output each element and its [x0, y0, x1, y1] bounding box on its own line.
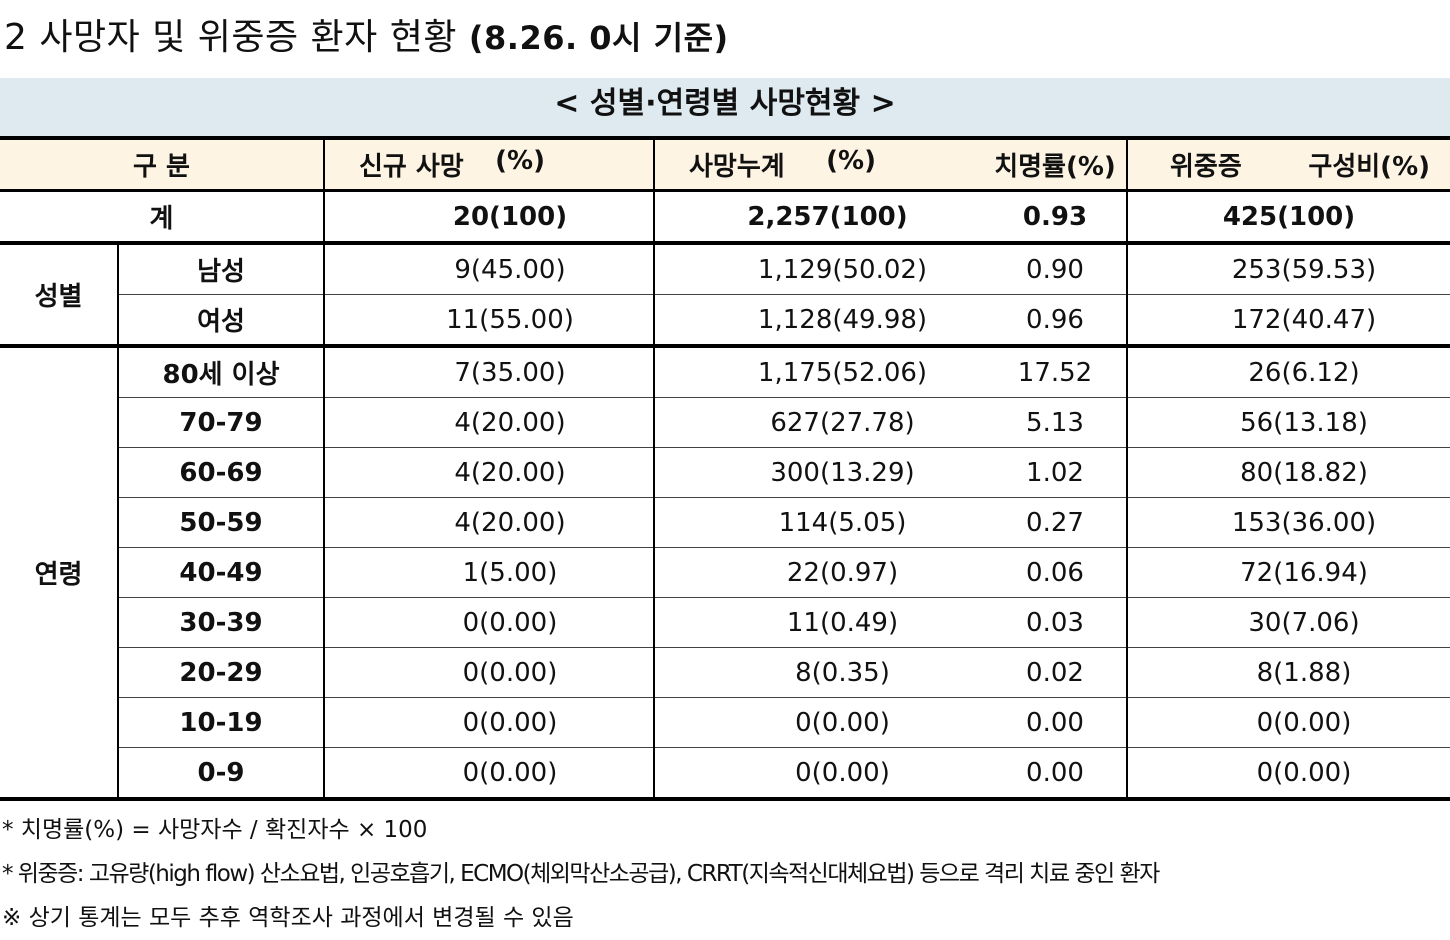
death-stats-table: 구 분 신규 사망 (%) 사망누계 (%) 치명률(%) 위중증 구성비(%) 계 … — [0, 136, 1450, 801]
gender-row: 성별 남성 9(45.00) 1,129(50.02) 0.90 253(59.53) — [0, 242, 1450, 348]
fatality-cell: 0.03 — [984, 597, 1128, 648]
fatality-cell: 17.52 — [984, 345, 1128, 398]
severe-cell: 72(16.94) — [1126, 547, 1450, 598]
fatality-cell: 0.00 — [984, 697, 1128, 748]
fatality-cell: 5.13 — [984, 397, 1128, 448]
header-fatality: 치명률(%) — [984, 136, 1128, 192]
row-label: 40-49 — [117, 547, 325, 598]
new-deaths-cell: 0(0.00) — [323, 697, 655, 748]
page-heading: 2 사망자 및 위중증 환자 현황 (8.26. 0시 기준) — [4, 12, 729, 64]
row-label: 20-29 — [117, 647, 325, 698]
fatality-cell: 0.90 — [984, 242, 1128, 295]
age-group-label: 연령 — [0, 345, 119, 801]
row-label: 10-19 — [117, 697, 325, 748]
table-caption: < 성별·연령별 사망현황 > — [554, 86, 896, 121]
severe-cell: 253(59.53) — [1126, 242, 1450, 295]
severe-cell: 30(7.06) — [1126, 597, 1450, 648]
row-label: 30-39 — [117, 597, 325, 648]
age-row: 10-19 0(0.00) 0(0.00) 0.00 0(0.00) — [0, 697, 1450, 748]
row-label: 80세 이상 — [117, 345, 325, 398]
header-cum-deaths: 사망누계 (%) — [653, 136, 984, 192]
row-label: 여성 — [117, 294, 325, 348]
fatality-cell: 0.96 — [984, 294, 1128, 348]
cum-deaths-cell: 627(27.78) — [653, 397, 984, 448]
gender-group-label: 성별 — [0, 242, 119, 348]
severe-cell: 8(1.88) — [1126, 647, 1450, 698]
severe-cell: 56(13.18) — [1126, 397, 1450, 448]
footnote-severe: * 위중증: 고유량(high flow) 산소요법, 인공호흡기, ECMO(… — [2, 861, 1160, 887]
gender-row: 여성 11(55.00) 1,128(49.98) 0.96 172(40.47) — [0, 294, 1450, 348]
table-total-row: 계 20(100) 2,257(100) 0.93 425(100) — [0, 190, 1450, 245]
cum-deaths-cell: 114(5.05) — [653, 497, 984, 548]
new-deaths-cell: 4(20.00) — [323, 397, 655, 448]
age-row: 20-29 0(0.00) 8(0.35) 0.02 8(1.88) — [0, 647, 1450, 698]
age-row: 40-49 1(5.00) 22(0.97) 0.06 72(16.94) — [0, 547, 1450, 598]
cum-deaths-cell: 22(0.97) — [653, 547, 984, 598]
new-deaths-cell: 0(0.00) — [323, 647, 655, 698]
new-deaths-cell: 1(5.00) — [323, 547, 655, 598]
header-severe: 위중증 구성비(%) — [1126, 136, 1450, 192]
cum-deaths-cell: 0(0.00) — [653, 747, 984, 801]
new-deaths-cell: 4(20.00) — [323, 447, 655, 498]
age-row: 60-69 4(20.00) 300(13.29) 1.02 80(18.82) — [0, 447, 1450, 498]
new-deaths-cell: 7(35.00) — [323, 345, 655, 398]
severe-cell: 0(0.00) — [1126, 697, 1450, 748]
footnotes: * 치명률(%) = 사망자수 / 확진자수 × 100 * 위중증: 고유량(… — [2, 808, 1160, 940]
age-row: 50-59 4(20.00) 114(5.05) 0.27 153(36.00) — [0, 497, 1450, 548]
age-row: 0-9 0(0.00) 0(0.00) 0.00 0(0.00) — [0, 747, 1450, 801]
total-new-deaths: 20(100) — [323, 190, 655, 245]
fatality-cell: 0.02 — [984, 647, 1128, 698]
row-label: 0-9 — [117, 747, 325, 801]
heading-date: (8.26. 0시 기준) — [468, 19, 729, 57]
row-label: 50-59 — [117, 497, 325, 548]
header-category: 구 분 — [0, 136, 325, 192]
header-new-deaths: 신규 사망 (%) — [323, 136, 655, 192]
fatality-cell: 0.27 — [984, 497, 1128, 548]
age-row: 30-39 0(0.00) 11(0.49) 0.03 30(7.06) — [0, 597, 1450, 648]
new-deaths-cell: 4(20.00) — [323, 497, 655, 548]
cum-deaths-cell: 300(13.29) — [653, 447, 984, 498]
row-label: 남성 — [117, 242, 325, 295]
new-deaths-cell: 9(45.00) — [323, 242, 655, 295]
new-deaths-cell: 0(0.00) — [323, 747, 655, 801]
severe-cell: 80(18.82) — [1126, 447, 1450, 498]
age-row: 70-79 4(20.00) 627(27.78) 5.13 56(13.18) — [0, 397, 1450, 448]
age-row: 연령 80세 이상 7(35.00) 1,175(52.06) 17.52 26(6.12… — [0, 345, 1450, 801]
severe-cell: 0(0.00) — [1126, 747, 1450, 801]
cum-deaths-cell: 1,129(50.02) — [653, 242, 984, 295]
footnote-fatality: * 치명률(%) = 사망자수 / 확진자수 × 100 — [2, 817, 428, 843]
severe-cell: 172(40.47) — [1126, 294, 1450, 348]
new-deaths-cell: 0(0.00) — [323, 597, 655, 648]
fatality-cell: 0.06 — [984, 547, 1128, 598]
row-label: 70-79 — [117, 397, 325, 448]
total-cum-deaths: 2,257(100) — [653, 190, 984, 245]
fatality-cell: 1.02 — [984, 447, 1128, 498]
cum-deaths-cell: 8(0.35) — [653, 647, 984, 698]
new-deaths-cell: 11(55.00) — [323, 294, 655, 348]
cum-deaths-cell: 0(0.00) — [653, 697, 984, 748]
total-severe: 425(100) — [1126, 190, 1450, 245]
total-label: 계 — [0, 190, 325, 245]
severe-cell: 153(36.00) — [1126, 497, 1450, 548]
cum-deaths-cell: 1,175(52.06) — [653, 345, 984, 398]
row-label: 60-69 — [117, 447, 325, 498]
cum-deaths-cell: 1,128(49.98) — [653, 294, 984, 348]
table-header-row: 구 분 신규 사망 (%) 사망누계 (%) 치명률(%) 위중증 구성비(%) — [0, 136, 1450, 192]
table-caption-band: < 성별·연령별 사망현황 > — [0, 78, 1450, 136]
footnote-disclaimer: ※ 상기 통계는 모두 추후 역학조사 과정에서 변경될 수 있음 — [2, 905, 574, 931]
total-fatality: 0.93 — [984, 190, 1128, 245]
fatality-cell: 0.00 — [984, 747, 1128, 801]
heading-text: 사망자 및 위중증 환자 현황 — [39, 17, 457, 58]
cum-deaths-cell: 11(0.49) — [653, 597, 984, 648]
severe-cell: 26(6.12) — [1126, 345, 1450, 398]
heading-number: 2 — [4, 17, 28, 58]
